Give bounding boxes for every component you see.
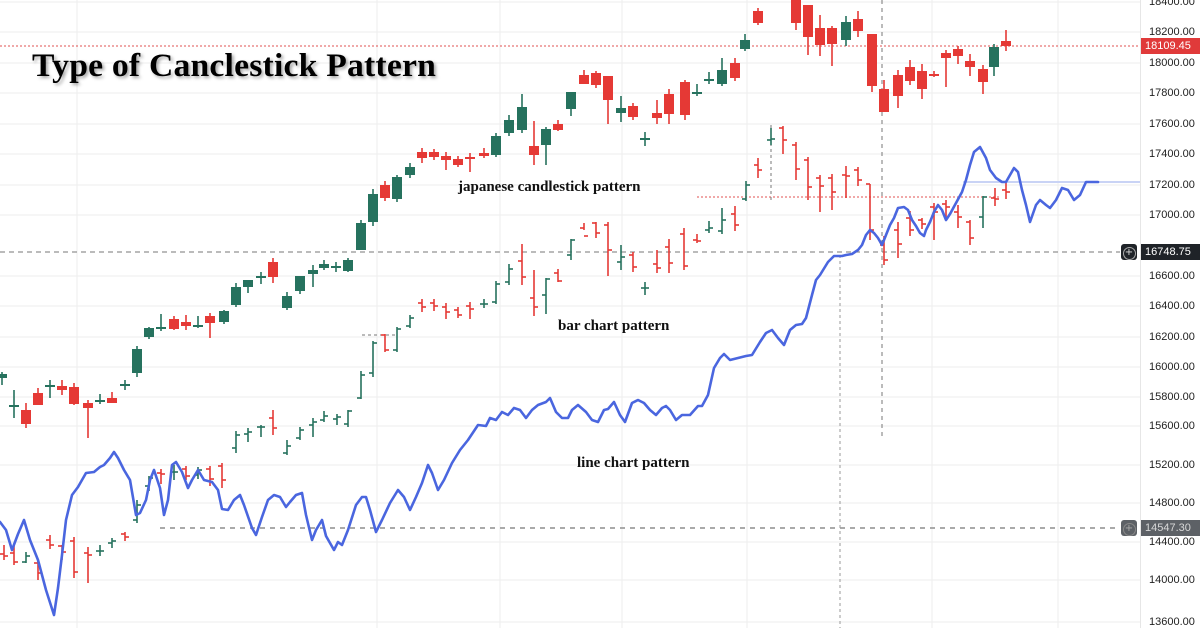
candlestick-pattern-label: japanese candlestick pattern	[458, 179, 641, 195]
price-tick-label: 14000.00	[1149, 574, 1195, 586]
ohlc-bar-series	[0, 126, 1010, 583]
add-alert-button-secondary[interactable]: +	[1121, 520, 1137, 536]
price-tick-label: 17200.00	[1149, 179, 1195, 191]
price-tick-label: 14800.00	[1149, 497, 1195, 509]
line-series	[0, 145, 1100, 617]
price-tick-label: 16200.00	[1149, 331, 1195, 343]
plus-circle-icon: +	[1122, 247, 1136, 260]
page-title: Type of Canclestick Pattern	[32, 48, 437, 84]
price-tick-label: 18000.00	[1149, 57, 1195, 69]
price-tick-label: 15600.00	[1149, 420, 1195, 432]
current-price-tag: 18109.45	[1141, 38, 1200, 54]
price-tick-label: 17600.00	[1149, 118, 1195, 130]
price-tick-label: 18200.00	[1149, 26, 1195, 38]
plus-circle-icon: +	[1122, 523, 1136, 536]
price-tick-label: 13600.00	[1149, 616, 1195, 628]
price-tick-label: 15800.00	[1149, 391, 1195, 403]
price-tick-label: 17800.00	[1149, 87, 1195, 99]
secondary-price-tag: 14547.30	[1141, 520, 1200, 536]
line-chart-pattern-label: line chart pattern	[577, 455, 690, 471]
candlestick-series	[0, 0, 1011, 438]
price-tick-label: 16400.00	[1149, 300, 1195, 312]
price-tick-label: 18400.00	[1149, 0, 1195, 8]
price-tick-label: 15200.00	[1149, 459, 1195, 471]
price-tick-label: 14400.00	[1149, 536, 1195, 548]
add-alert-button[interactable]: +	[1121, 244, 1137, 260]
price-tick-label: 17400.00	[1149, 148, 1195, 160]
grid-lines	[0, 0, 1140, 628]
price-tick-label: 16600.00	[1149, 270, 1195, 282]
crosshair-price-tag: 16748.75	[1141, 244, 1200, 260]
price-tick-label: 17000.00	[1149, 209, 1195, 221]
bar-chart-pattern-label: bar chart pattern	[558, 318, 670, 334]
crosshair-guides	[0, 0, 1140, 628]
price-tick-label: 16000.00	[1149, 361, 1195, 373]
